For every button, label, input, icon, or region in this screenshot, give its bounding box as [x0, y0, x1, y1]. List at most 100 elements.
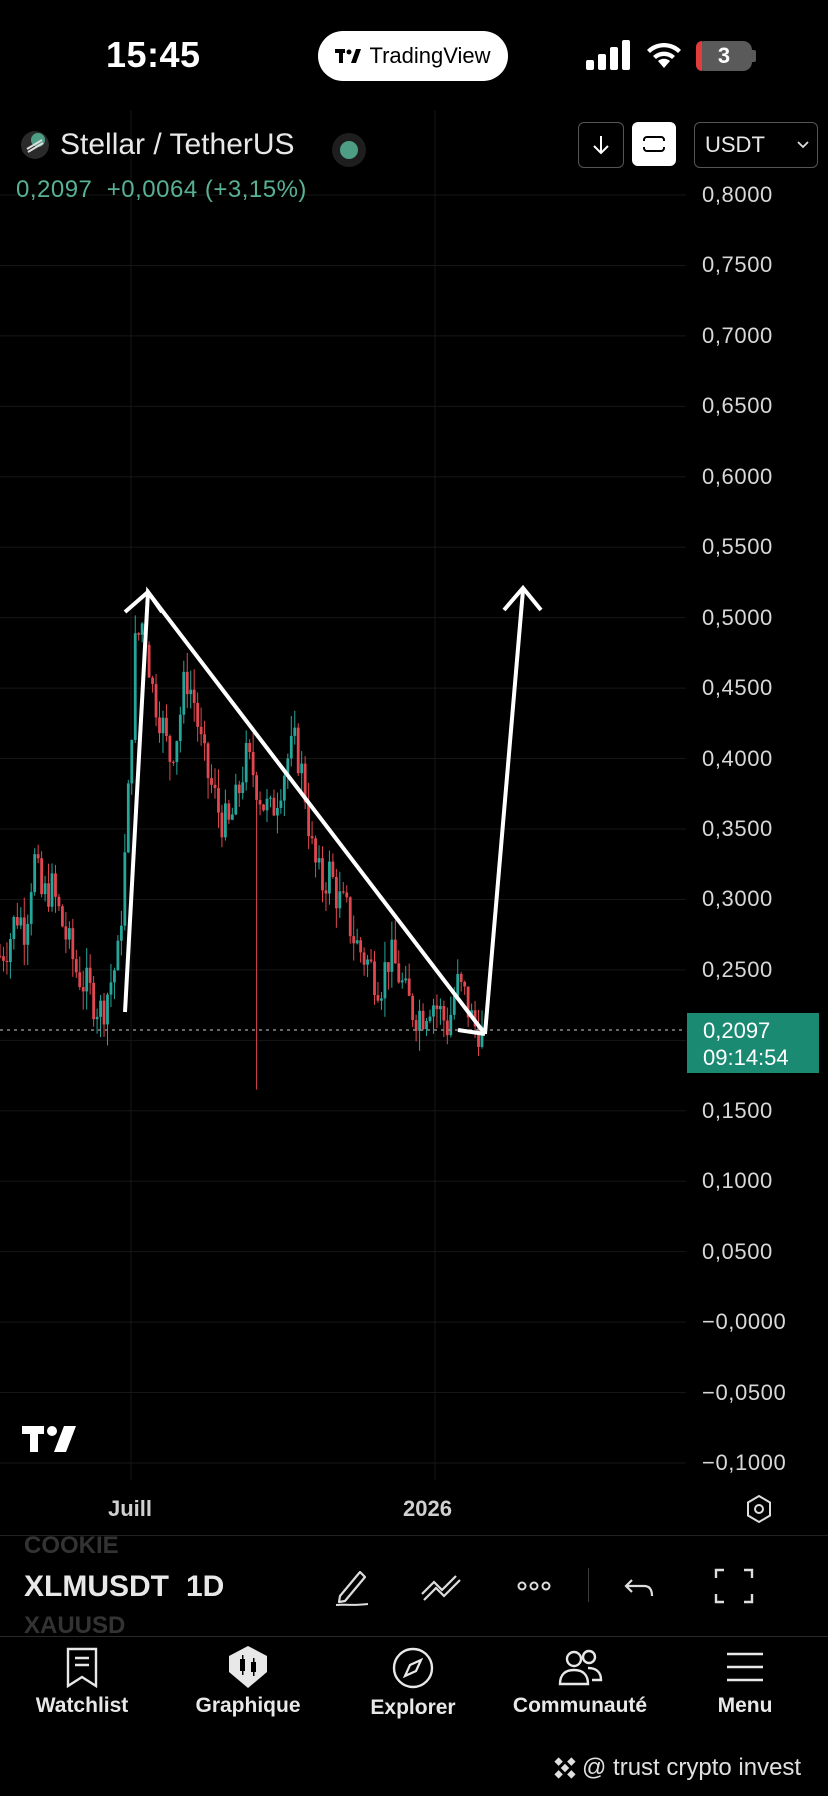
candle-body: [414, 1020, 418, 1031]
pen-drawing-icon[interactable]: [330, 1564, 374, 1608]
candle-body: [310, 836, 314, 839]
candle-body: [220, 812, 224, 838]
nav-watchlist[interactable]: Watchlist: [2, 1646, 162, 1726]
candle-body: [317, 858, 321, 863]
candle-body: [5, 960, 9, 963]
candle-body: [182, 671, 186, 715]
symbol-prev[interactable]: COOKIE: [24, 1532, 119, 1559]
redo-icon-partial[interactable]: [808, 1564, 828, 1608]
candle-body: [102, 1000, 106, 1025]
candle-body: [88, 967, 92, 983]
candle-body: [463, 981, 467, 987]
price-axis-label: 0,4000: [702, 745, 773, 771]
candle-body: [22, 917, 26, 945]
candle-body: [459, 973, 463, 982]
price-change-line: 0,2097 +0,0064 (+3,15%): [16, 176, 307, 204]
candle-body: [244, 742, 248, 783]
symbol-title[interactable]: Stellar / TetherUS: [60, 128, 295, 161]
tradingview-logo-icon: [335, 49, 362, 63]
chevron-down-icon: [797, 141, 809, 149]
candle-body: [210, 778, 213, 785]
symbol-next[interactable]: XAUUSD: [24, 1612, 126, 1639]
battery-level: 3: [717, 43, 731, 68]
interval-selector[interactable]: 1D: [186, 1570, 225, 1603]
nav-explorer[interactable]: Explorer: [333, 1646, 493, 1726]
candle-body: [99, 1000, 102, 1017]
candle-body: [435, 1005, 439, 1010]
undo-icon[interactable]: [620, 1564, 664, 1608]
nav-graphique[interactable]: Graphique: [168, 1646, 328, 1726]
binance-logo-icon: [554, 1757, 576, 1779]
candle-body: [321, 858, 324, 891]
nav-communaute[interactable]: Communauté: [500, 1646, 660, 1726]
candle-body: [397, 963, 401, 983]
trend-line-icon[interactable]: [420, 1564, 464, 1608]
candle-body: [421, 1010, 425, 1030]
candle-body: [113, 970, 116, 983]
market-status-indicator[interactable]: [332, 133, 366, 167]
time-label-2026: 2026: [403, 1496, 452, 1521]
candle-body: [230, 814, 234, 820]
price-axis-label: 0,7000: [702, 322, 773, 348]
candle-body: [199, 726, 203, 735]
candle-body: [36, 854, 40, 859]
candle-body: [359, 940, 363, 953]
compass-icon: [392, 1647, 434, 1689]
candle-body: [404, 978, 408, 981]
candle-body: [477, 1026, 480, 1047]
candle-body: [289, 735, 293, 759]
candle-body: [40, 858, 44, 895]
candle-body: [334, 876, 338, 909]
candle-body: [119, 925, 123, 941]
candle-body: [276, 807, 279, 816]
candle-body: [445, 1020, 449, 1036]
currency-value: USDT: [705, 132, 765, 157]
candle-body: [345, 892, 349, 898]
more-icon[interactable]: [512, 1564, 556, 1608]
tradingview-pill[interactable]: TradingView: [318, 31, 508, 81]
currency-select[interactable]: USDT: [694, 122, 818, 168]
wifi-icon: [647, 42, 681, 68]
candle-body: [123, 852, 127, 926]
scroll-to-latest-button[interactable]: [578, 122, 624, 168]
candle-body: [251, 751, 255, 776]
candle-body: [106, 994, 109, 1025]
price-axis-label: 0,5000: [702, 604, 773, 630]
current-price-value: 0,2097: [703, 1018, 771, 1043]
price-axis-label: 0,1000: [702, 1168, 773, 1194]
candle-body: [466, 986, 470, 1018]
nav-graphique-label: Graphique: [195, 1694, 301, 1717]
price-axis-label: 0,3500: [702, 816, 773, 841]
candle-body: [147, 644, 151, 678]
candle-body: [366, 959, 369, 965]
candle-body: [78, 972, 82, 988]
battery-tip: [752, 50, 756, 62]
fullscreen-icon[interactable]: [712, 1564, 756, 1608]
price-axis-label: 0,5500: [702, 534, 773, 560]
price-chart[interactable]: [0, 100, 828, 1530]
price-axis-label: 0,3000: [702, 886, 773, 912]
candle-body: [393, 939, 397, 964]
candle-body: [185, 671, 189, 695]
drawn-arrow-up: [483, 589, 525, 1035]
nav-explorer-label: Explorer: [370, 1696, 456, 1719]
price-axis-label: −0,0500: [702, 1379, 787, 1405]
candle-body: [407, 978, 411, 996]
candle-body: [64, 926, 68, 940]
nav-menu[interactable]: Menu: [665, 1646, 825, 1726]
candle-body: [234, 784, 238, 815]
price-axis-label: 0,7500: [702, 252, 773, 278]
fullscreen-toggle-button[interactable]: [632, 122, 676, 166]
candle-body: [137, 633, 141, 635]
candle-body: [74, 959, 78, 973]
candle-body: [279, 800, 283, 808]
chart-settings-icon[interactable]: [744, 1494, 774, 1524]
community-icon: [558, 1649, 603, 1686]
candle-body: [425, 1021, 428, 1030]
candle-body: [258, 799, 262, 805]
candle-body: [303, 763, 307, 803]
symbol-selector[interactable]: XLMUSDT: [24, 1570, 169, 1603]
candle-body: [480, 1026, 484, 1047]
candle-body: [223, 803, 227, 838]
candle-body: [189, 689, 193, 695]
